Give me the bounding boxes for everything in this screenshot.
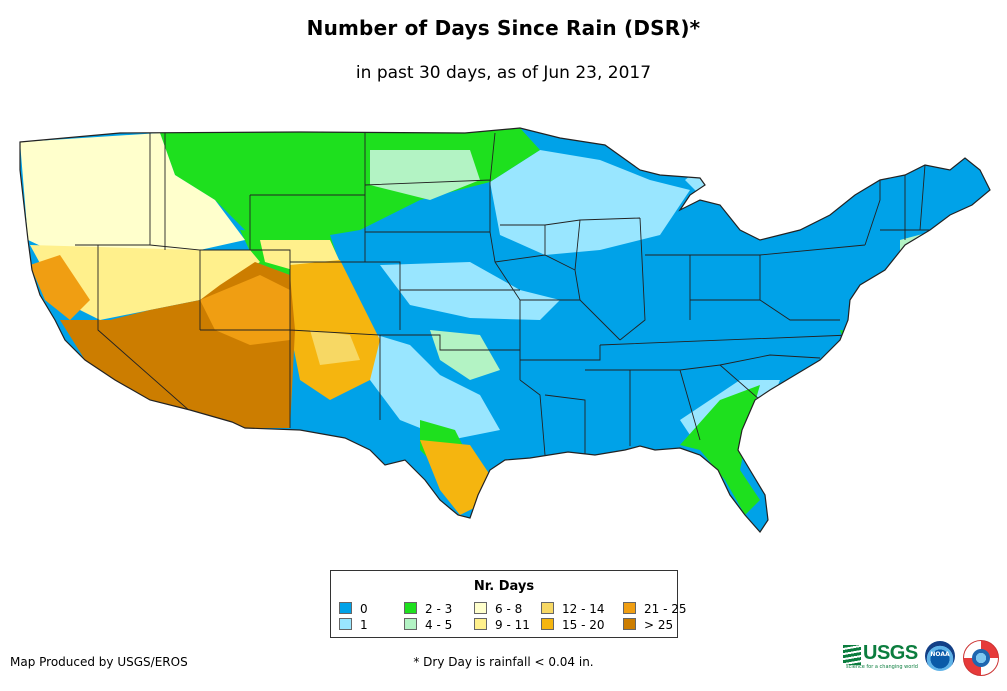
legend-label: 9 - 11 bbox=[495, 618, 530, 632]
dsr-region bbox=[290, 260, 380, 400]
legend-swatch bbox=[541, 602, 554, 614]
legend-item: 0 bbox=[339, 602, 368, 616]
legend-item: 9 - 11 bbox=[474, 618, 530, 632]
legend-label: 1 bbox=[360, 618, 368, 632]
usgs-wordmark: USGS bbox=[863, 642, 918, 664]
legend-item: 6 - 8 bbox=[474, 602, 522, 616]
dsr-fill-layer bbox=[20, 128, 990, 532]
legend-item: 4 - 5 bbox=[404, 618, 452, 632]
legend-swatch bbox=[541, 618, 554, 630]
legend-swatch bbox=[623, 602, 636, 614]
legend-swatch bbox=[404, 618, 417, 630]
legend-swatch bbox=[474, 618, 487, 630]
legend-swatch bbox=[623, 618, 636, 630]
page-subtitle: in past 30 days, as of Jun 23, 2017 bbox=[355, 63, 652, 83]
legend-item: 12 - 14 bbox=[541, 602, 605, 616]
state-borders bbox=[75, 132, 935, 456]
dsr-region bbox=[380, 262, 560, 320]
nws-logo bbox=[963, 640, 999, 676]
legend-label: > 25 bbox=[644, 618, 674, 632]
dsr-region bbox=[310, 330, 360, 365]
dry-day-footnote: * Dry Day is rainfall < 0.04 in. bbox=[413, 655, 594, 669]
legend-swatch bbox=[474, 602, 487, 614]
dsr-region bbox=[680, 385, 760, 515]
nws-logo-core bbox=[972, 649, 990, 667]
legend-label: 12 - 14 bbox=[562, 602, 605, 616]
dsr-region bbox=[430, 330, 500, 380]
legend-swatch bbox=[339, 618, 352, 630]
dsr-region bbox=[420, 440, 490, 515]
legend-label: 0 bbox=[360, 602, 368, 616]
dsr-region bbox=[20, 133, 245, 255]
dsr-region bbox=[370, 150, 480, 200]
legend-item: 1 bbox=[339, 618, 368, 632]
dsr-region bbox=[490, 150, 690, 255]
legend-label: 15 - 20 bbox=[562, 618, 605, 632]
dsr-region bbox=[30, 255, 90, 320]
noaa-logo: NOAA bbox=[925, 641, 955, 671]
page-title: Number of Days Since Rain (DSR)* bbox=[306, 16, 701, 40]
legend-swatch bbox=[339, 602, 352, 614]
map-credit: Map Produced by USGS/EROS bbox=[10, 655, 188, 669]
legend-label: 2 - 3 bbox=[425, 602, 453, 616]
legend-label: 21 - 25 bbox=[644, 602, 687, 616]
usgs-wave-icon bbox=[843, 645, 861, 665]
legend-swatch bbox=[404, 602, 417, 614]
us-dsr-map bbox=[19, 127, 991, 533]
legend-item: 2 - 3 bbox=[404, 602, 452, 616]
noaa-logo-text: NOAA bbox=[930, 651, 950, 658]
legend-item: 15 - 20 bbox=[541, 618, 605, 632]
legend-label: 6 - 8 bbox=[495, 602, 523, 616]
legend-item: 21 - 25 bbox=[623, 602, 687, 616]
usgs-tagline: science for a changing world bbox=[846, 664, 918, 670]
legend-title: Nr. Days bbox=[473, 579, 535, 594]
legend-box: Nr. Days 0 1 2 - 3 4 - 5 6 - 8 9 - 11 12 - 14 1… bbox=[330, 570, 687, 638]
dsr-region bbox=[360, 330, 500, 440]
legend-label: 4 - 5 bbox=[425, 618, 453, 632]
usgs-logo: USGS science for a changing world bbox=[843, 642, 921, 670]
legend-item: > 25 bbox=[623, 618, 673, 632]
dsr-region bbox=[200, 275, 290, 345]
dsr-region bbox=[840, 330, 870, 360]
